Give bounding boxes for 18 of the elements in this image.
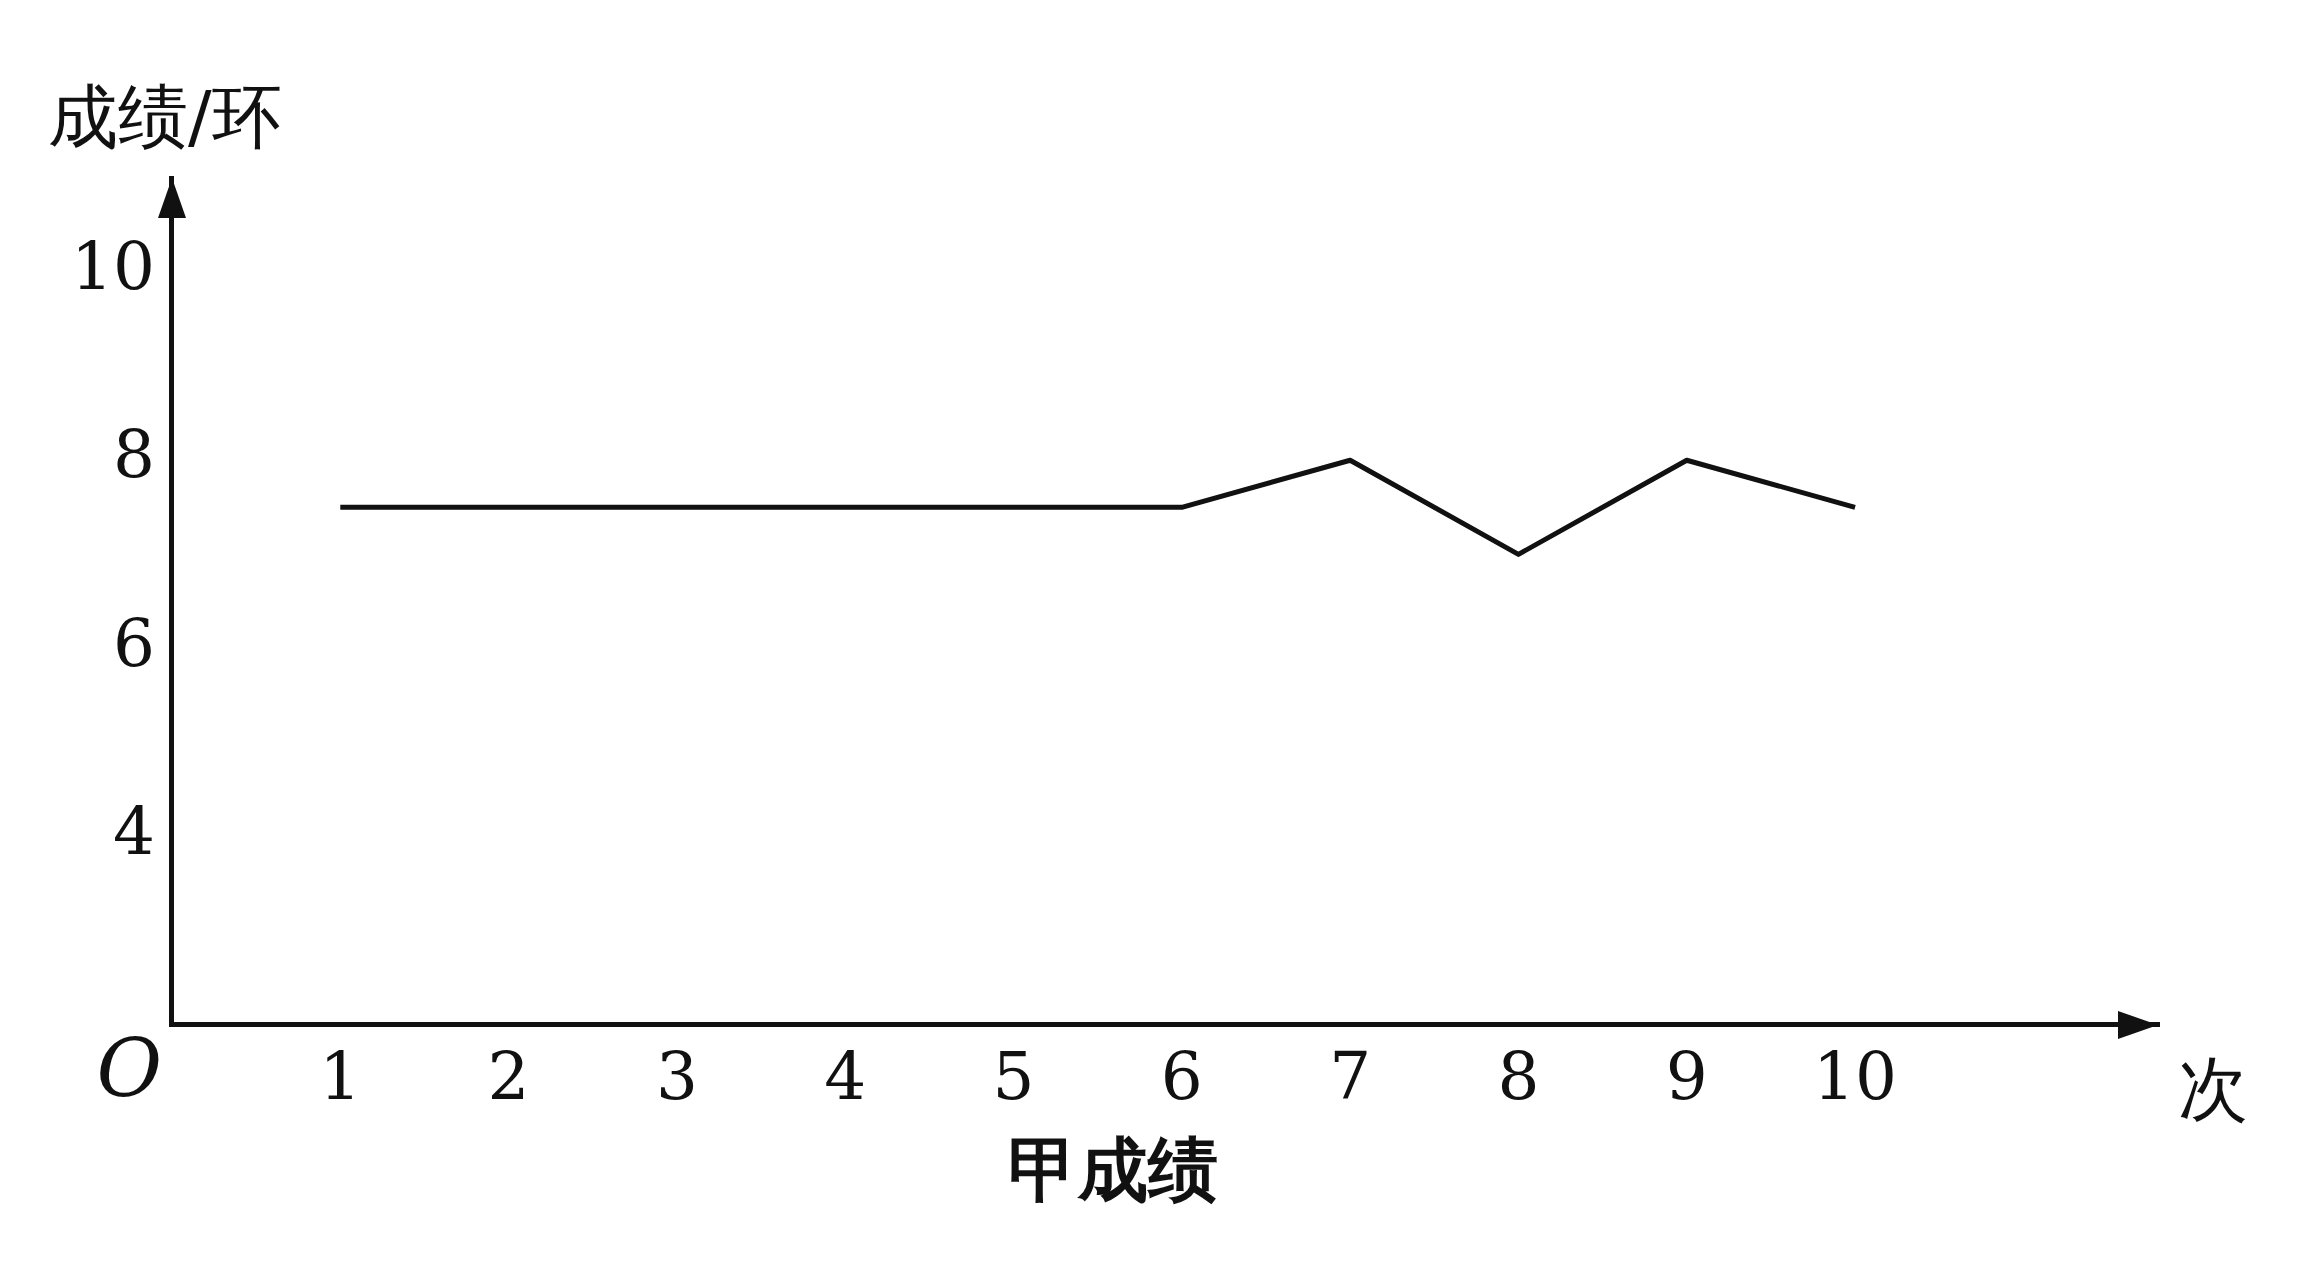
x-tick-label: 8 — [1497, 1037, 1540, 1115]
x-tick-label: 3 — [655, 1037, 698, 1115]
y-tick-label: 10 — [71, 228, 155, 306]
x-tick-label: 9 — [1665, 1037, 1708, 1115]
text: 甲成绩 — [1008, 1129, 1218, 1212]
x-tick-label: 2 — [487, 1037, 530, 1115]
y-axis-title: 成绩/环 — [48, 76, 282, 159]
x-tick-label: 1 — [319, 1037, 362, 1115]
x-tick-label: 5 — [992, 1037, 1035, 1115]
text: O — [96, 1021, 162, 1115]
x-tick-label: 10 — [1813, 1037, 1898, 1115]
x-tick-label: 7 — [1329, 1037, 1372, 1115]
y-tick-label: 8 — [112, 416, 155, 494]
x-axis-title: 次 — [2178, 1047, 2248, 1130]
y-tick-label: 6 — [112, 604, 155, 682]
x-tick-label: 6 — [1160, 1037, 1203, 1115]
x-tick-label: 4 — [824, 1037, 867, 1115]
y-tick-label: 4 — [112, 792, 155, 870]
